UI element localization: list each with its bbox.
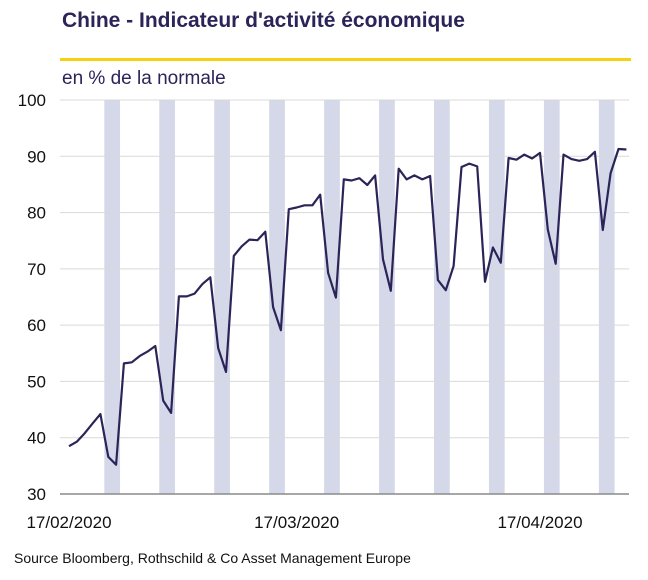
y-tick-100: 100 — [18, 91, 46, 110]
weekend-band-3 — [269, 100, 285, 494]
x-tick-1: 17/03/2020 — [254, 513, 339, 532]
chart-title: Chine - Indicateur d'activité économique — [62, 9, 465, 32]
source-note: Source Bloomberg, Rothschild & Co Asset … — [14, 550, 411, 566]
weekend-band-8 — [543, 100, 560, 494]
x-tick-2: 17/04/2020 — [497, 513, 582, 532]
y-tick-80: 80 — [27, 204, 46, 223]
title-divider — [60, 58, 631, 61]
weekend-band-5 — [379, 100, 395, 494]
weekend-band-9 — [598, 100, 615, 494]
gridlines — [60, 99, 629, 495]
y-tick-40: 40 — [27, 429, 46, 448]
weekend-band-2 — [214, 100, 230, 494]
y-tick-50: 50 — [27, 372, 46, 391]
y-tick-60: 60 — [27, 316, 46, 335]
weekend-band-7 — [488, 100, 505, 494]
y-axis-ticks: 30 40 50 60 70 80 90 100 — [18, 91, 46, 504]
y-tick-90: 90 — [27, 147, 46, 166]
chart-subtitle: en % de la normale — [62, 68, 226, 89]
weekend-band-6 — [434, 100, 450, 494]
y-tick-70: 70 — [27, 260, 46, 279]
weekend-band-0 — [104, 100, 121, 494]
activity-line — [68, 147, 627, 466]
weekend-band-1 — [159, 100, 175, 494]
x-tick-0: 17/02/2020 — [26, 513, 111, 532]
weekend-band-4 — [324, 100, 340, 494]
weekend-bands — [104, 100, 615, 494]
y-tick-30: 30 — [27, 485, 46, 504]
x-axis-ticks: 17/02/2020 17/03/2020 17/04/2020 — [26, 513, 582, 532]
